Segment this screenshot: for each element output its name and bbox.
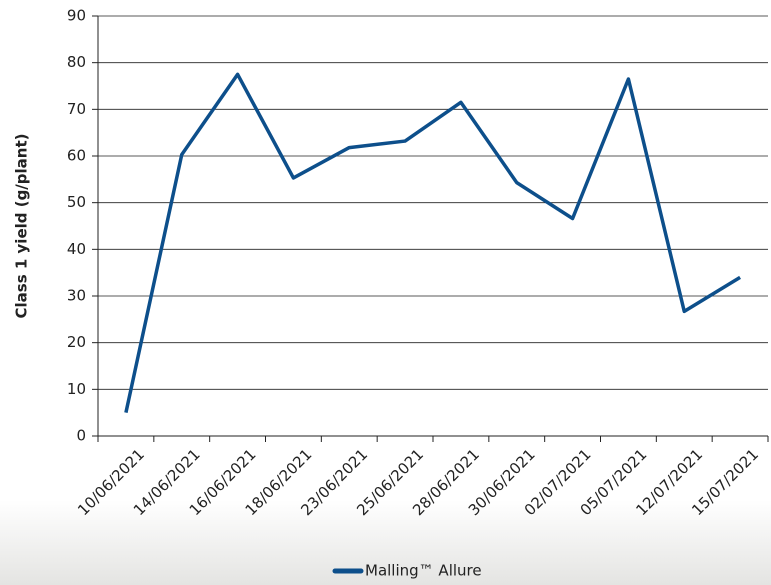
y-tick-label: 50 xyxy=(67,193,86,211)
y-tick-label: 10 xyxy=(67,380,86,398)
y-tick-label: 0 xyxy=(76,427,86,445)
y-tick-label: 20 xyxy=(67,333,86,351)
y-tick-label: 40 xyxy=(67,240,86,258)
y-tick-label: 90 xyxy=(67,7,86,25)
y-tick-label: 80 xyxy=(67,53,86,71)
y-tick-label: 70 xyxy=(67,100,86,118)
y-axis-title: Class 1 yield (g/plant) xyxy=(13,134,31,319)
chart: Class 1 yield (g/plant) 0 10 20 30 40 50 60 70 8… xyxy=(0,0,771,585)
y-tick-label: 60 xyxy=(67,147,86,165)
y-tick-label: 30 xyxy=(67,287,86,305)
legend-label: Malling™ Allure xyxy=(365,562,482,580)
data-line xyxy=(126,74,740,412)
